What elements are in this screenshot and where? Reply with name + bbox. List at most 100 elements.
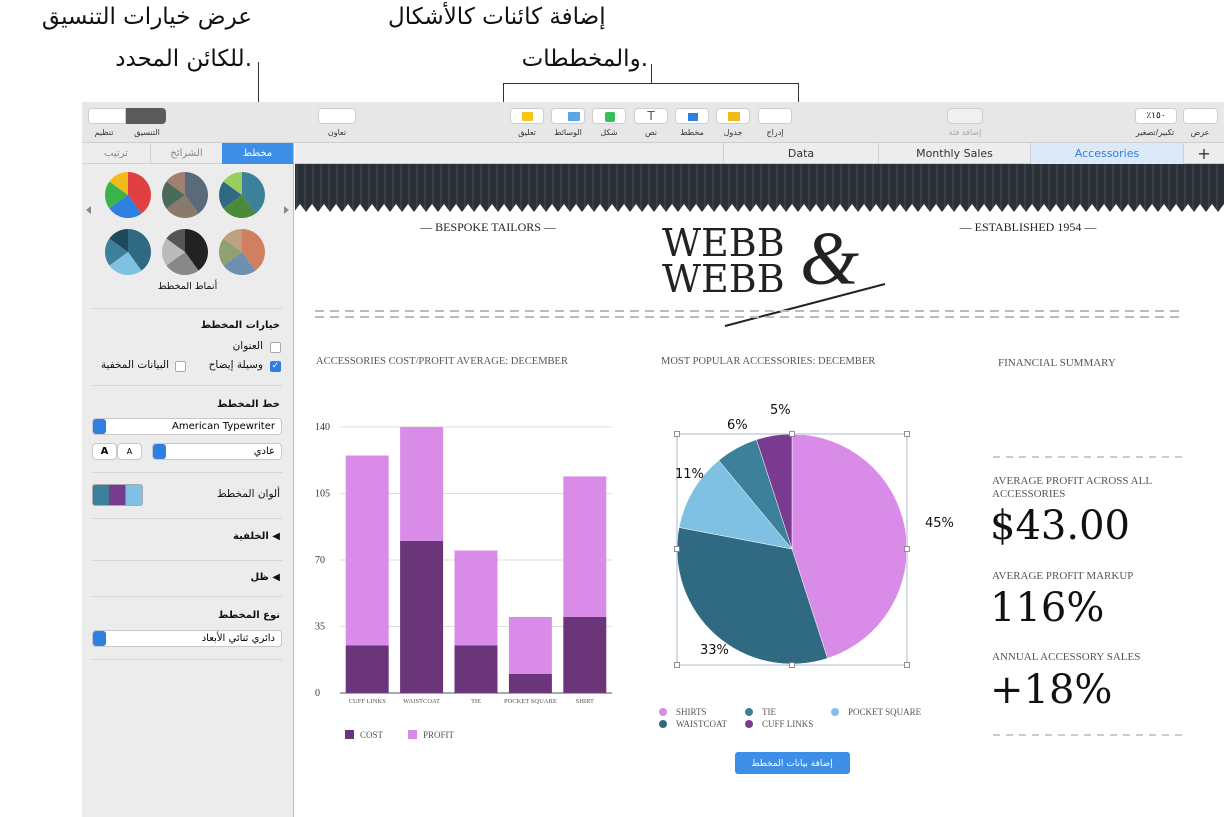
pie-slice	[791, 433, 908, 659]
comment-button[interactable]	[510, 108, 544, 124]
style-wedge	[128, 172, 151, 214]
legend-swatch	[831, 708, 839, 716]
separator	[92, 308, 282, 309]
organize-button[interactable]	[88, 108, 126, 124]
select-arrow	[93, 631, 106, 646]
style-wedge	[223, 252, 256, 275]
legend-label: COST	[360, 730, 384, 740]
separator	[92, 385, 282, 386]
selection-handle	[674, 662, 680, 668]
chart-styles[interactable]	[82, 164, 293, 304]
font-style-select[interactable]: عادي	[152, 443, 282, 460]
icon	[605, 112, 615, 122]
sheet-tab[interactable]: Data	[723, 143, 878, 164]
style-wedge	[242, 172, 265, 214]
insert-button[interactable]	[758, 108, 792, 124]
pie-slice	[676, 527, 828, 665]
section-title[interactable]: ◀ الخلفية	[233, 531, 280, 542]
separator	[92, 472, 282, 473]
toolbar-label: تعاون	[327, 128, 347, 137]
separator	[92, 596, 282, 597]
font-smaller-button[interactable]: A	[117, 443, 142, 460]
sheet-tab[interactable]: Accessories	[1030, 143, 1183, 164]
chart-title: MOST POPULAR ACCESSORIES: DECEMBER	[661, 356, 875, 367]
bar-segment	[345, 645, 389, 693]
select-arrow	[93, 419, 106, 434]
y-tick-label: 35	[315, 622, 325, 633]
logo-ampersand: &	[800, 217, 859, 301]
add-data-button[interactable]	[735, 752, 850, 774]
colors-swatch[interactable]	[92, 484, 143, 506]
callout-line	[798, 83, 799, 102]
collaborate-button[interactable]	[318, 108, 356, 124]
legend-label: TIE	[762, 707, 776, 717]
style-wedge	[109, 195, 142, 218]
toolbar-label: إدراج	[766, 128, 784, 137]
bar-segment	[563, 476, 607, 617]
toolbar-label: تكبير/تصغير	[1135, 128, 1175, 137]
data-label: 5%	[770, 403, 791, 418]
legend-label: POCKET SQUARE	[848, 707, 922, 717]
text-button[interactable]: T	[634, 108, 668, 124]
style-wedge	[223, 195, 256, 218]
section-title-text: الخلفية	[233, 531, 269, 542]
metric-value: $43.00	[990, 503, 1130, 549]
style-wedge	[162, 238, 185, 266]
metric-label: AVERAGE PROFIT MARKUP	[992, 570, 1134, 582]
bar-segment	[508, 617, 552, 674]
sidebar-tab[interactable]: مخطط	[222, 143, 293, 164]
style-wedge	[105, 181, 128, 209]
legend-swatch	[408, 730, 417, 739]
toolbar-label: إضافة فئة	[948, 128, 982, 137]
style-wedge	[105, 238, 128, 266]
sidebar: مخطط الشرائح ترتيب أنماط المخطط خيارات ا…	[82, 143, 294, 817]
x-tick-label: WAISTCOAT	[403, 698, 440, 705]
toolbar-label: جدول	[723, 128, 743, 137]
y-tick-label: 140	[315, 422, 330, 433]
section-title[interactable]: ◀ ظل	[250, 572, 280, 583]
style-wedge	[219, 181, 242, 209]
checkbox[interactable]	[175, 361, 186, 372]
table-button[interactable]	[716, 108, 750, 124]
format-button[interactable]	[126, 108, 166, 124]
add-sheet-button[interactable]: +	[1183, 143, 1224, 164]
toolbar-label: الوسائط	[554, 128, 582, 137]
add-category-button[interactable]	[947, 108, 983, 124]
view-button[interactable]	[1183, 108, 1218, 124]
media-button[interactable]	[551, 108, 585, 124]
selection-handle	[904, 431, 910, 437]
style-wedge	[185, 172, 208, 214]
checkbox[interactable]	[270, 342, 281, 353]
chart-type: دائري ثنائي الأبعاد	[201, 633, 275, 644]
legend-label: WAISTCOAT	[676, 719, 728, 729]
checkbox[interactable]: ✓	[270, 361, 281, 372]
data-label: 11%	[675, 467, 704, 482]
legend-swatch	[659, 708, 667, 716]
sidebar-tab[interactable]: ترتيب	[82, 143, 150, 164]
scroll-arrow	[284, 206, 289, 214]
legend-label: PROFIT	[423, 730, 455, 740]
metric-label: AVERAGE PROFIT ACROSS ALL ACCESSORIES	[992, 475, 1152, 500]
bar-segment	[508, 674, 552, 693]
callout-text: عرض خيارات التنسيق	[41, 4, 252, 30]
chart-type-select[interactable]: دائري ثنائي الأبعاد	[92, 630, 282, 647]
style-wedge	[185, 229, 209, 271]
font-select[interactable]: American Typewriter	[92, 418, 282, 435]
style-wedge	[109, 229, 128, 252]
styles-label: أنماط المخطط	[157, 281, 218, 292]
callout-text: للكائن المحدد.	[115, 46, 252, 72]
sheet-tab[interactable]: Monthly Sales	[878, 143, 1030, 164]
separator	[92, 560, 282, 561]
callout-line	[651, 64, 652, 83]
font-name: American Typewriter	[172, 421, 275, 432]
section-title-text: ظل	[250, 572, 269, 583]
font-larger-button[interactable]: A	[92, 443, 117, 460]
shape-button[interactable]	[592, 108, 626, 124]
metric-value: +18%	[990, 667, 1113, 713]
chart-button[interactable]	[675, 108, 709, 124]
tab-bar	[295, 143, 1224, 164]
icon	[522, 112, 533, 121]
sidebar-tab[interactable]: الشرائح	[150, 143, 222, 164]
pie-slice	[678, 460, 793, 550]
zoom-button[interactable]: ٪١٥٠	[1135, 108, 1177, 124]
